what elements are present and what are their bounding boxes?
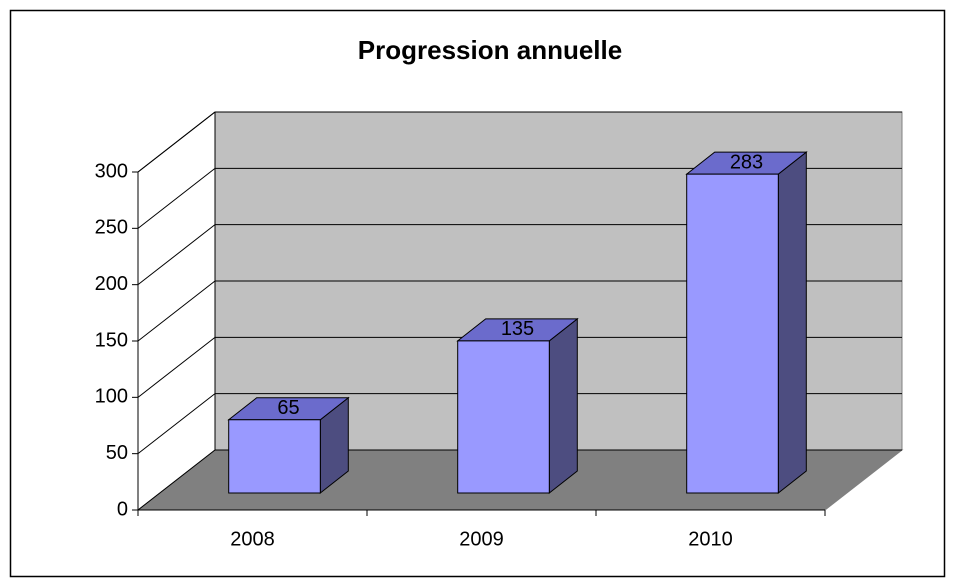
grid-line-side: [137, 224, 216, 286]
grid-line-side: [137, 280, 216, 342]
chart-title: Progression annuelle: [358, 35, 622, 65]
bar-side: [548, 317, 578, 495]
bar: [457, 340, 550, 494]
bar: [228, 419, 321, 494]
x-tick-label: 2008: [230, 528, 275, 550]
y-tick-label: 100: [95, 386, 128, 408]
grid-line-side: [137, 111, 216, 173]
y-tick-label: 200: [95, 273, 128, 295]
grid-line-side: [137, 449, 216, 511]
grid-line-side: [137, 336, 216, 398]
y-tick-label: 300: [95, 160, 128, 182]
bar: [686, 173, 779, 494]
data-label: 135: [501, 318, 534, 340]
x-tick-label: 2009: [459, 528, 504, 550]
x-tick-label: 2010: [688, 528, 733, 550]
y-tick-label: 250: [95, 217, 128, 239]
y-tick-label: 150: [95, 329, 128, 351]
data-label: 65: [277, 397, 299, 419]
grid-line-side: [137, 167, 216, 229]
bar-side: [777, 151, 807, 495]
grid-line-side: [137, 393, 216, 455]
y-tick-label: 0: [117, 498, 128, 520]
data-label: 283: [730, 151, 763, 173]
y-tick-label: 50: [106, 442, 128, 464]
